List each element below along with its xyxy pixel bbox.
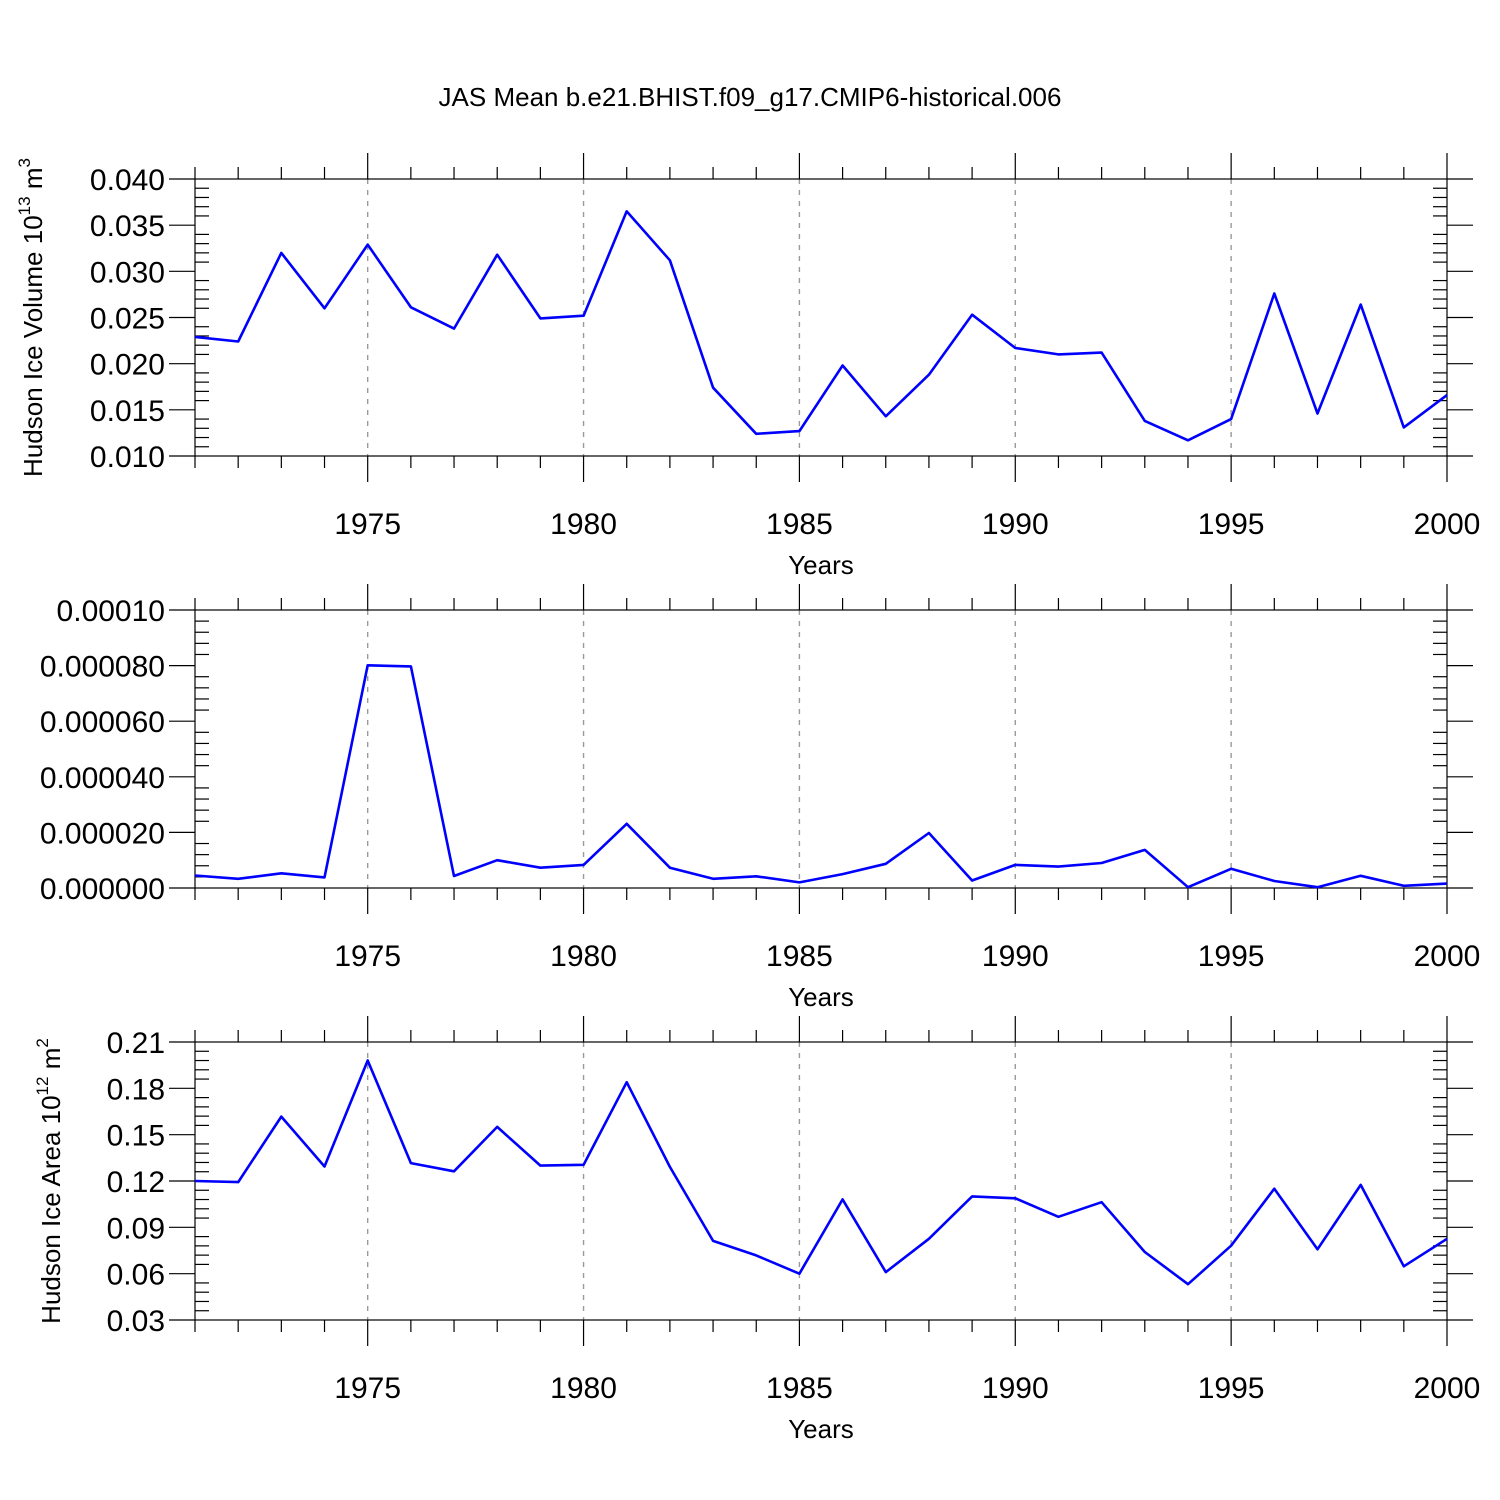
y-tick-label: 0.030: [90, 256, 165, 289]
y-tick-label: 0.09: [107, 1212, 165, 1245]
series-line-1: [194, 663, 1448, 889]
panel-3: 0.03 0.06 0.09 0.12 0.15 0.18 0.21 1975 1980 1985…: [33, 1016, 1480, 1444]
x-tick-label-1980: 1980: [550, 1372, 617, 1405]
x-tick-label-2000: 2000: [1414, 508, 1481, 541]
y-tick-label: 0.040: [90, 164, 165, 197]
x-tick-label-1975: 1975: [334, 508, 401, 541]
plot-frame: [194, 1041, 1448, 1321]
y-tick-label: 0.000020: [40, 817, 165, 850]
plot-frame: [194, 609, 1448, 889]
y-tick-label: 0.025: [90, 303, 165, 336]
y-tick-label: 0.21: [107, 1027, 165, 1060]
y-tick-label: 0.000000: [40, 873, 165, 906]
y-tick-label: 0.015: [90, 395, 165, 428]
x-tick-label-1995: 1995: [1198, 940, 1265, 973]
panel-1: 0.010 0.015 0.020 0.025 0.030 0.035 0.040 1975 1…: [15, 153, 1480, 580]
x-axis-label: Years: [788, 982, 854, 1012]
x-tick-label-2000: 2000: [1414, 940, 1481, 973]
y-tick-label: 0.000060: [40, 706, 165, 739]
x-tick-label-1995: 1995: [1198, 1372, 1265, 1405]
plot-frame: [194, 178, 1448, 457]
panel-2: 0.000000 0.000020 0.000040 0.000060 0.000080…: [40, 584, 1481, 1012]
y-tick-label: 0.06: [107, 1259, 165, 1292]
y-tick-label: 0.18: [107, 1073, 165, 1106]
y-tick-label: 0.000040: [40, 762, 165, 795]
y-tick-label: 0.020: [90, 349, 165, 382]
y-tick-label: 0.035: [90, 210, 165, 243]
x-tick-label-1995: 1995: [1198, 508, 1265, 541]
y-tick-label: 0.010: [90, 441, 165, 474]
y-axis-label: Hudson Ice Volume 1013 m3: [15, 158, 48, 477]
x-tick-label-1985: 1985: [766, 940, 833, 973]
x-tick-label-1985: 1985: [766, 1372, 833, 1405]
x-tick-label-1975: 1975: [334, 1372, 401, 1405]
panels: 0.010 0.015 0.020 0.025 0.030 0.035 0.040 1975 1…: [15, 153, 1480, 1444]
y-axis-label: Hudson Ice Area 1012 m2: [33, 1038, 66, 1324]
y-tick-label: 0.12: [107, 1166, 165, 1199]
series-line-1: [194, 210, 1448, 442]
figure-title: JAS Mean b.e21.BHIST.f09_g17.CMIP6-histo…: [439, 82, 1062, 112]
y-tick-label: 0.03: [107, 1305, 165, 1338]
x-tick-label-1990: 1990: [982, 1372, 1049, 1405]
x-tick-label-1980: 1980: [550, 508, 617, 541]
series-line-1: [194, 1059, 1448, 1286]
x-tick-label-1985: 1985: [766, 508, 833, 541]
x-axis-label: Years: [788, 550, 854, 580]
y-tick-label: 0.00010: [57, 595, 165, 628]
x-tick-label-1990: 1990: [982, 508, 1049, 541]
x-tick-label-1990: 1990: [982, 940, 1049, 973]
x-tick-label-1975: 1975: [334, 940, 401, 973]
x-axis-label: Years: [788, 1414, 854, 1444]
x-tick-label-2000: 2000: [1414, 1372, 1481, 1405]
y-tick-label: 0.15: [107, 1120, 165, 1153]
x-tick-label-1980: 1980: [550, 940, 617, 973]
y-tick-label: 0.000080: [40, 651, 165, 684]
